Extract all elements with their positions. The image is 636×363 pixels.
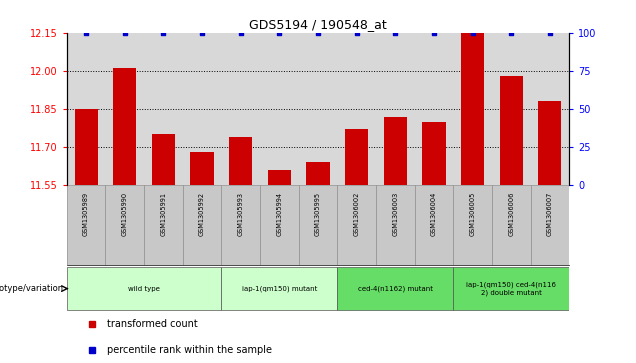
Bar: [376, 185, 415, 265]
Text: ced-4(n1162) mutant: ced-4(n1162) mutant: [358, 285, 433, 292]
Bar: [453, 267, 569, 310]
Point: [506, 30, 516, 36]
Text: GSM1305993: GSM1305993: [238, 192, 244, 236]
Point: [81, 30, 91, 36]
Point: [120, 30, 130, 36]
Point: [391, 30, 401, 36]
Text: GSM1305991: GSM1305991: [160, 192, 167, 236]
Bar: [221, 185, 260, 265]
Bar: [67, 185, 106, 265]
Bar: [268, 170, 291, 185]
Bar: [67, 267, 221, 310]
Bar: [500, 76, 523, 185]
Text: GSM1305992: GSM1305992: [199, 192, 205, 236]
Text: GSM1306006: GSM1306006: [508, 192, 515, 236]
Bar: [106, 185, 144, 265]
Bar: [538, 101, 562, 185]
Point: [313, 30, 323, 36]
Bar: [144, 185, 183, 265]
Bar: [260, 185, 299, 265]
Bar: [190, 152, 214, 185]
Bar: [183, 185, 221, 265]
Bar: [530, 185, 569, 265]
Bar: [299, 185, 337, 265]
Text: genotype/variation: genotype/variation: [0, 284, 64, 293]
Bar: [345, 129, 368, 185]
Point: [158, 30, 169, 36]
Bar: [461, 33, 484, 185]
Bar: [492, 185, 530, 265]
Text: wild type: wild type: [128, 286, 160, 291]
Point: [235, 30, 245, 36]
Text: GSM1305989: GSM1305989: [83, 192, 89, 236]
Text: GSM1305995: GSM1305995: [315, 192, 321, 236]
Text: GSM1306003: GSM1306003: [392, 192, 398, 236]
Text: GSM1306002: GSM1306002: [354, 192, 359, 236]
Text: GSM1305990: GSM1305990: [121, 192, 128, 236]
Point: [467, 30, 478, 36]
Bar: [113, 68, 136, 185]
Text: GSM1305994: GSM1305994: [277, 192, 282, 236]
Bar: [152, 134, 175, 185]
Text: percentile rank within the sample: percentile rank within the sample: [107, 345, 272, 355]
Bar: [415, 185, 453, 265]
Text: GSM1306005: GSM1306005: [469, 192, 476, 236]
Bar: [422, 122, 446, 185]
Point: [197, 30, 207, 36]
Point: [352, 30, 362, 36]
Bar: [221, 267, 337, 310]
Point: [429, 30, 439, 36]
Bar: [74, 109, 98, 185]
Bar: [453, 185, 492, 265]
Point: [274, 30, 284, 36]
Bar: [384, 117, 407, 185]
Bar: [229, 137, 252, 185]
Title: GDS5194 / 190548_at: GDS5194 / 190548_at: [249, 19, 387, 32]
Text: iap-1(qm150) ced-4(n116
2) double mutant: iap-1(qm150) ced-4(n116 2) double mutant: [466, 282, 556, 295]
Text: transformed count: transformed count: [107, 319, 198, 329]
Bar: [337, 185, 376, 265]
Bar: [307, 162, 329, 185]
Text: GSM1306004: GSM1306004: [431, 192, 437, 236]
Bar: [337, 267, 453, 310]
Text: iap-1(qm150) mutant: iap-1(qm150) mutant: [242, 285, 317, 292]
Text: GSM1306007: GSM1306007: [547, 192, 553, 236]
Point: [545, 30, 555, 36]
